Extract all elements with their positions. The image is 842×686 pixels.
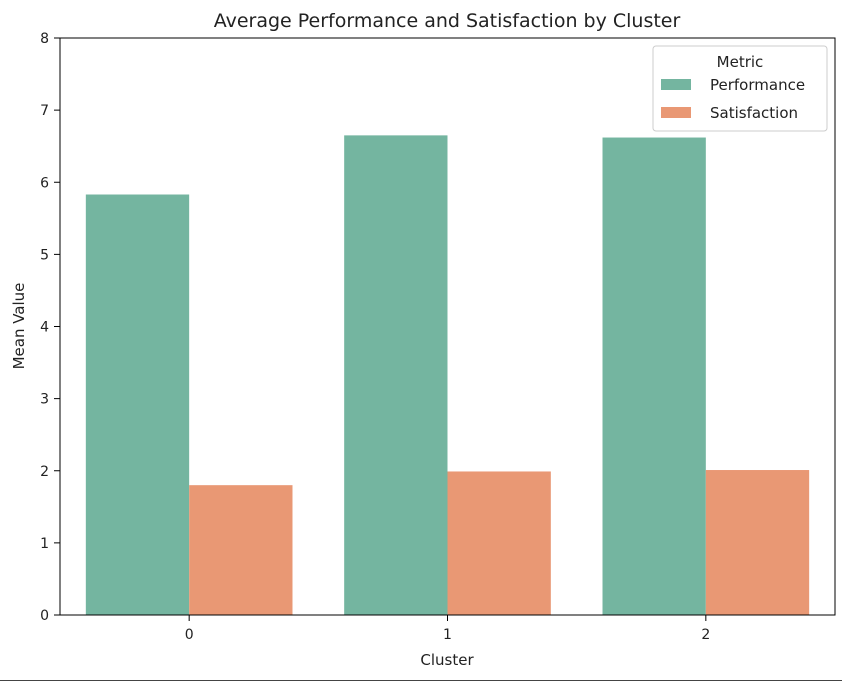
y-tick-label: 4 xyxy=(40,320,49,336)
legend: Metric Performance Satisfaction xyxy=(652,45,828,132)
legend-swatch-satisfaction xyxy=(661,107,691,118)
bar-performance-cluster-2 xyxy=(602,137,706,615)
y-tick-label: 7 xyxy=(40,103,49,119)
bottom-divider xyxy=(0,680,842,681)
x-tick-label: 2 xyxy=(701,627,710,643)
bar-performance-cluster-0 xyxy=(85,194,190,615)
x-axis: 0 1 2 xyxy=(185,615,710,643)
y-axis-label: Mean Value xyxy=(10,283,28,370)
x-axis-label: Cluster xyxy=(420,651,474,669)
legend-swatch-performance xyxy=(661,79,691,90)
y-tick-label: 2 xyxy=(40,464,49,480)
bars-group xyxy=(85,135,810,615)
y-tick-label: 0 xyxy=(40,608,49,624)
bar-satisfaction-cluster-0 xyxy=(189,485,293,615)
bar-satisfaction-cluster-1 xyxy=(447,471,551,615)
legend-frame xyxy=(652,45,828,132)
y-tick-label: 6 xyxy=(40,175,49,191)
x-tick-label: 0 xyxy=(185,627,194,643)
y-tick-label: 1 xyxy=(40,536,49,552)
chart-title: Average Performance and Satisfaction by … xyxy=(214,10,681,32)
y-tick-label: 8 xyxy=(40,31,49,47)
legend-label-satisfaction: Satisfaction xyxy=(710,104,798,122)
legend-title: Metric xyxy=(717,53,764,71)
bar-performance-cluster-1 xyxy=(344,135,448,615)
y-axis: 0 1 2 3 4 5 6 7 8 xyxy=(40,31,60,624)
bar-satisfaction-cluster-2 xyxy=(705,470,810,615)
y-tick-label: 3 xyxy=(40,392,49,408)
x-tick-label: 1 xyxy=(443,627,452,643)
legend-label-performance: Performance xyxy=(710,76,805,94)
y-tick-label: 5 xyxy=(40,247,49,263)
